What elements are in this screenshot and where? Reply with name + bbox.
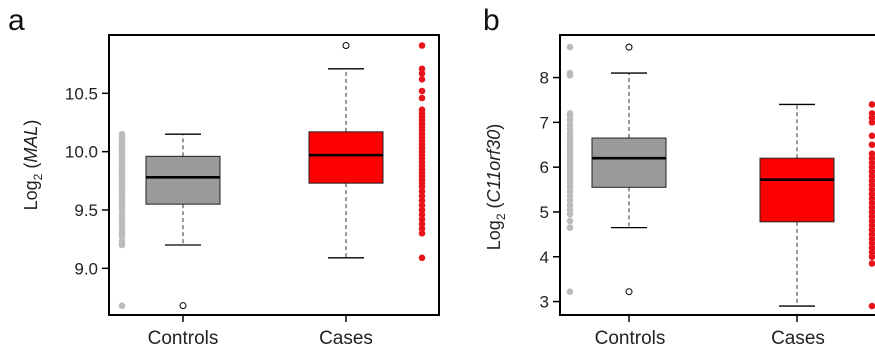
panel-b-strip-point-cases xyxy=(868,150,875,158)
panel-b-xtick-controls: Controls xyxy=(595,328,666,349)
panel-b-box-controls-outlier xyxy=(625,288,633,296)
panel-a-strip-point-cases xyxy=(418,188,426,195)
panel-a-ytick-label: 10.5 xyxy=(65,84,98,103)
panel-a-strip-point-controls xyxy=(118,302,126,309)
panel-a-strip-point-cases xyxy=(418,225,426,232)
panel-a-strip-point-cases xyxy=(418,192,426,200)
panel-a-xtick-cases: Cases xyxy=(319,328,373,349)
panel-a-xtick-controls: Controls xyxy=(148,328,219,349)
panel-b-strip-point-controls xyxy=(566,217,574,225)
panel-a-strip-point-cases xyxy=(418,65,426,73)
panel-a-strip-point-cases xyxy=(418,216,426,223)
panel-a-strip-point-cases xyxy=(418,42,426,49)
panel-a-strip-point-cases xyxy=(418,220,426,228)
panel-b-box-cases-iqr xyxy=(759,157,835,223)
panel-b-ytick-label: 3 xyxy=(540,293,549,312)
panel-a-ylabel: Log2 (MAL) xyxy=(21,120,45,211)
panel-a-chart: a Log2 (MAL) 9.0 9.5 10.0 10.5 Controls Cas… xyxy=(8,4,440,349)
panel-b-strip-point-controls xyxy=(566,110,574,117)
panel-b-strip-point-cases xyxy=(868,141,875,149)
panel-a-strip-point-cases xyxy=(418,202,426,209)
panel-b-strip-point-cases xyxy=(868,260,875,267)
panel-a-marks: 9.0 9.5 10.0 10.5 xyxy=(65,42,426,322)
panel-a-strip-point-cases xyxy=(418,106,426,113)
panel-a-box-cases-iqr xyxy=(308,131,384,184)
panel-a-ytick-label: 9.5 xyxy=(74,201,98,220)
panel-a-strip-point-cases xyxy=(418,197,426,204)
panel-b-strip-point-cases xyxy=(868,302,875,310)
panel-a-strip-point-cases xyxy=(418,87,426,95)
panel-a-strip-point-controls xyxy=(118,223,126,230)
panel-b-box-controls-iqr xyxy=(591,137,667,188)
panel-a-strip-point-controls xyxy=(118,211,126,218)
panel-a-strip-point-cases xyxy=(418,230,426,237)
panel-b-xtick-cases: Cases xyxy=(771,328,825,349)
panel-a-ytick-label: 9.0 xyxy=(74,259,98,278)
panel-a-strip-point-cases xyxy=(418,206,426,214)
panel-a-strip-point-cases xyxy=(418,254,426,262)
panel-b-chart: b Log2 (C11orf30) 3 4 5 6 7 8 Controls Cases xyxy=(483,4,875,349)
panel-b-strip-point-cases xyxy=(868,132,875,140)
panel-a-strip-point-cases xyxy=(418,76,426,83)
panel-b-strip-point-cases xyxy=(868,110,875,117)
panel-b-strip-point-controls xyxy=(566,43,574,51)
panel-b-strip-point-cases xyxy=(868,101,875,108)
panel-a-plot-frame xyxy=(108,34,440,316)
panel-a-ytick-label: 10.0 xyxy=(65,143,98,162)
panel-a-box-controls-outlier xyxy=(179,302,187,310)
panel-b-ytick-label: 5 xyxy=(540,203,549,222)
panel-a-strip-point-controls xyxy=(118,130,126,138)
panel-b-strip-point-controls xyxy=(566,288,574,296)
panel-a-strip-point-controls xyxy=(118,238,126,245)
panel-a-strip-point-cases xyxy=(418,211,426,218)
panel-b-ytick-label: 4 xyxy=(540,248,549,267)
panel-a-strip-point-cases xyxy=(418,94,426,102)
panel-a-strip-point-cases xyxy=(418,70,426,77)
panel-b-box-controls-outlier xyxy=(625,43,633,51)
panel-b-ytick-label: 7 xyxy=(540,113,549,132)
panel-a-letter: a xyxy=(8,4,25,37)
panel-b-letter: b xyxy=(483,4,500,37)
panel-b-ytick-label: 6 xyxy=(540,158,549,177)
panel-b-strip-point-controls xyxy=(566,224,574,231)
panel-b-marks: 3 4 5 6 7 8 xyxy=(540,43,875,322)
panel-b-ylabel: Log2 (C11orf30) xyxy=(484,124,508,250)
panel-b-strip-point-controls xyxy=(566,69,574,77)
panel-a-box-controls-iqr xyxy=(145,155,221,205)
panel-a-box-cases-outlier xyxy=(342,42,350,49)
panel-b-plot-frame xyxy=(559,34,875,316)
panel-b-ytick-label: 8 xyxy=(540,69,549,88)
